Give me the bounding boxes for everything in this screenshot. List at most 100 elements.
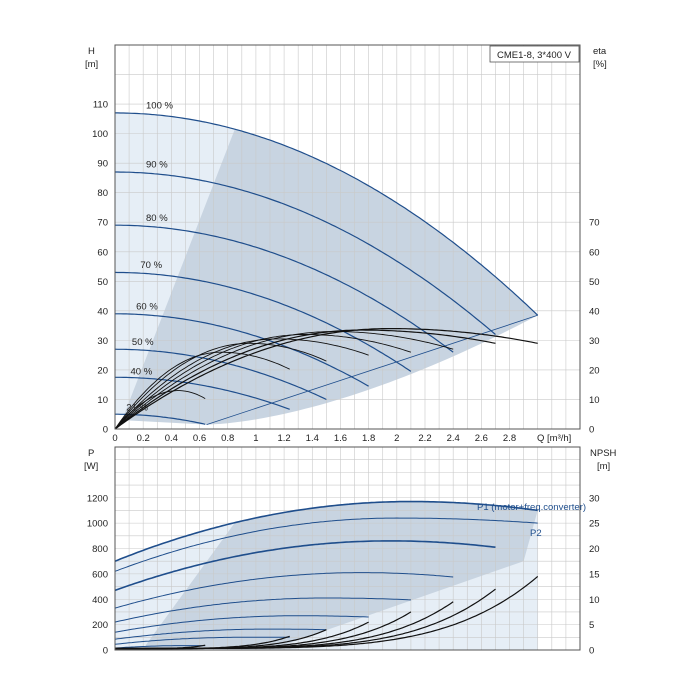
power-tick-label: 400 xyxy=(92,595,108,606)
speed-labels: 100 % 90 % 80 % 70 % 60 % 50 % 40 % 21 % xyxy=(126,101,173,414)
head-tick-label: 30 xyxy=(97,336,108,347)
head-axis-label: H xyxy=(88,46,95,57)
npsh-axis-ticks: 0 5 10 15 20 25 30 xyxy=(589,493,600,656)
speed-label-2: 80 % xyxy=(146,213,168,224)
npsh-curves xyxy=(115,575,539,650)
flow-tick-label: 1.6 xyxy=(334,433,347,444)
power-curve-5 xyxy=(114,615,369,633)
flow-tick-label: 2.4 xyxy=(447,433,460,444)
power-curve-3 xyxy=(114,572,454,609)
head-tick-label: 70 xyxy=(97,218,108,229)
flow-tick-label: 1.2 xyxy=(277,433,290,444)
eta-curve-5 xyxy=(114,342,327,430)
eta-tick-label: 40 xyxy=(589,306,600,317)
power-curve-8 xyxy=(114,645,206,649)
power-curve-6 xyxy=(114,628,327,640)
npsh-tick-label: 15 xyxy=(589,569,600,580)
flow-tick-label: 2.2 xyxy=(418,433,431,444)
head-curve-80 xyxy=(115,224,454,353)
power-axis-label: P xyxy=(88,448,94,459)
npsh-tick-label: 5 xyxy=(589,620,594,631)
head-curve-100 xyxy=(115,112,539,316)
series-label-p2: P2 xyxy=(530,528,542,539)
power-tick-label: 200 xyxy=(92,620,108,631)
eta-axis-label: eta xyxy=(593,46,607,57)
flow-tick-label: 0.4 xyxy=(165,433,178,444)
npsh-tick-label: 20 xyxy=(589,544,600,555)
head-curves xyxy=(114,112,539,425)
head-tick-label: 110 xyxy=(93,100,108,111)
head-tick-label: 10 xyxy=(97,395,108,406)
top-plot-frame xyxy=(114,44,581,430)
speed-label-0: 100 % xyxy=(146,101,173,112)
head-tick-label: 100 xyxy=(92,129,108,140)
head-tick-label: 80 xyxy=(97,188,108,199)
series-label-p1: P1 (motor+freq.converter) xyxy=(477,502,586,513)
head-tick-label: 40 xyxy=(97,306,108,317)
npsh-axis-unit: [m] xyxy=(597,461,610,472)
flow-tick-label: 1 xyxy=(253,433,258,444)
head-curve-90 xyxy=(115,171,496,335)
eta-tick-label: 0 xyxy=(589,425,594,436)
flow-tick-label: 0.6 xyxy=(193,433,206,444)
eta-tick-label: 60 xyxy=(589,247,600,258)
eta-tick-label: 30 xyxy=(589,336,600,347)
eta-tick-label: 10 xyxy=(589,395,600,406)
bottom-plot-frame xyxy=(114,446,581,651)
power-npsh-panel: 0 200 400 600 800 1000 1200 0 5 10 15 20 25 30 P [W]… xyxy=(84,446,617,657)
head-tick-label: 60 xyxy=(97,247,108,258)
power-tick-label: 1200 xyxy=(87,493,108,504)
speed-label-3: 70 % xyxy=(140,260,162,271)
range-edge xyxy=(206,314,538,425)
power-tick-label: 600 xyxy=(92,569,108,580)
power-curve-0 xyxy=(114,500,538,562)
flow-tick-label: 2 xyxy=(394,433,399,444)
npsh-axis-label: NPSH xyxy=(590,448,617,459)
flow-tick-label: 0.8 xyxy=(221,433,234,444)
flow-tick-label: 0 xyxy=(112,433,117,444)
eta-tick-label: 20 xyxy=(589,365,600,376)
npsh-curve-7 xyxy=(115,644,206,650)
head-tick-label: 50 xyxy=(97,277,108,288)
speed-label-1: 90 % xyxy=(146,160,168,171)
speed-label-6: 40 % xyxy=(131,366,153,377)
npsh-tick-label: 0 xyxy=(589,646,594,657)
eta-curve-7 xyxy=(114,390,206,430)
eta-curve-1 xyxy=(114,329,496,430)
power-curves xyxy=(114,500,538,649)
power-curve-2 xyxy=(114,540,496,592)
flow-tick-label: 2.8 xyxy=(503,433,516,444)
head-curve-40 xyxy=(115,376,290,410)
eta-curve-2 xyxy=(114,331,454,430)
eta-curve-6 xyxy=(114,351,290,430)
npsh-tick-label: 25 xyxy=(589,519,600,530)
flow-tick-label: 2.6 xyxy=(475,433,488,444)
flow-tick-label: 1.8 xyxy=(362,433,375,444)
power-curve-1 xyxy=(114,517,538,572)
flow-axis-label: Q [m³/h] xyxy=(537,433,571,444)
head-axis-unit: [m] xyxy=(85,59,98,70)
flow-axis-ticks: 0 0.2 0.4 0.6 0.8 1 1.2 1.4 1.6 1.8 2 2.2 2.4 2.6 2.8 xyxy=(112,433,516,444)
power-axis-ticks: 0 200 400 600 800 1000 1200 xyxy=(87,493,108,656)
efficiency-curves xyxy=(114,328,538,430)
power-tick-label: 1000 xyxy=(87,519,108,530)
power-tick-label: 800 xyxy=(92,544,108,555)
head-tick-label: 90 xyxy=(97,159,108,170)
npsh-tick-label: 30 xyxy=(589,493,600,504)
head-tick-label: 0 xyxy=(103,425,108,436)
power-curve-7 xyxy=(114,636,290,645)
top-gridlines xyxy=(115,45,580,429)
speed-label-4: 60 % xyxy=(136,301,158,312)
head-tick-label: 20 xyxy=(97,365,108,376)
power-tick-label: 0 xyxy=(103,646,108,657)
chart-title-box xyxy=(489,45,580,63)
eta-tick-label: 50 xyxy=(589,277,600,288)
chart-title: CME1-8, 3*400 V xyxy=(497,50,572,61)
flow-tick-label: 0.2 xyxy=(137,433,150,444)
npsh-tick-label: 10 xyxy=(589,595,600,606)
speed-label-5: 50 % xyxy=(132,337,154,348)
power-curve-4 xyxy=(114,597,411,623)
head-curve-70 xyxy=(114,271,412,372)
